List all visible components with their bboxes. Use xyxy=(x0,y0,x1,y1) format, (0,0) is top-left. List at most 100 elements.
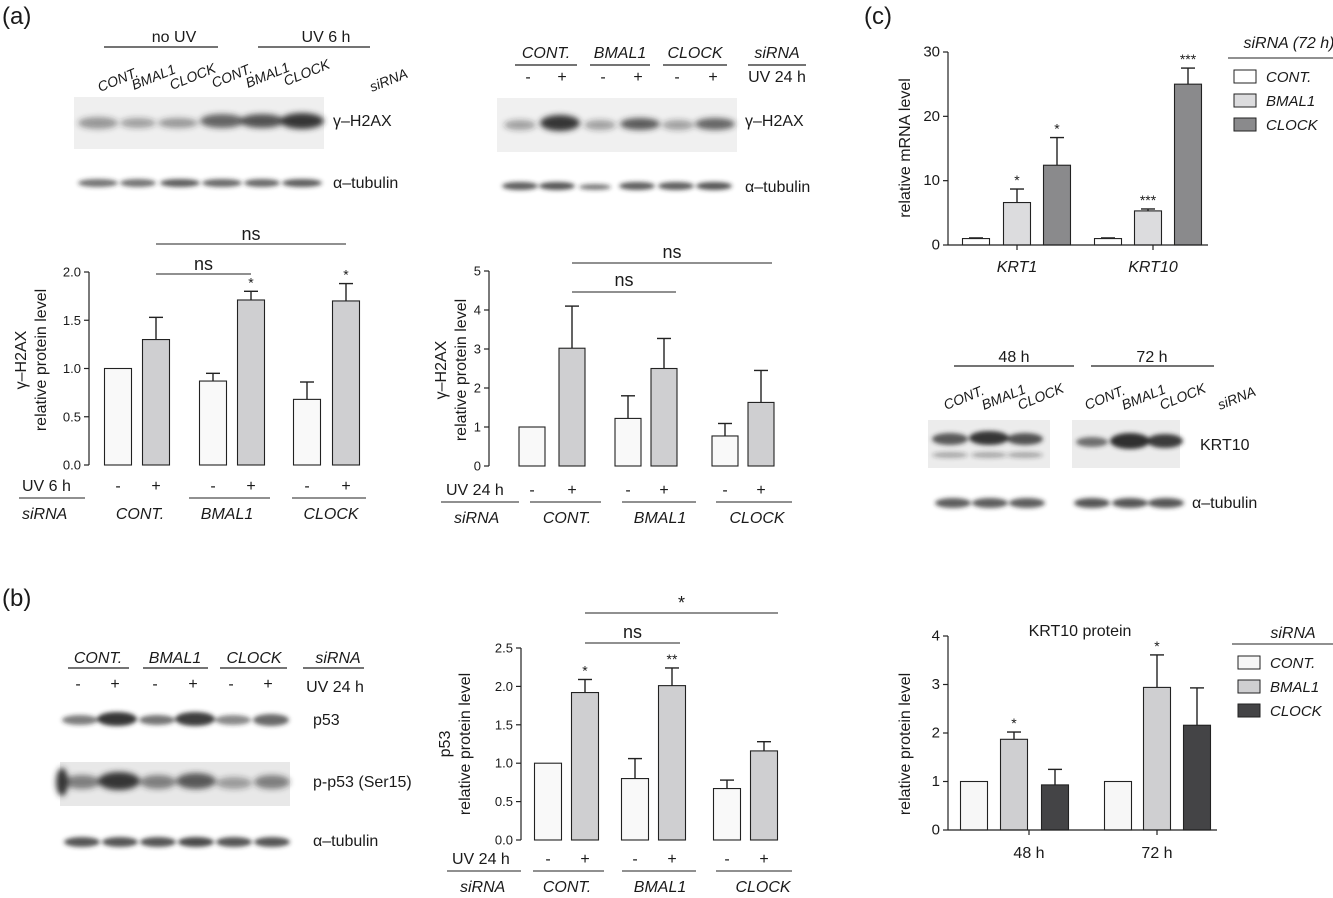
y-tick-label: 1.5 xyxy=(495,717,513,732)
comparison-label: ns xyxy=(662,242,681,262)
significance-mark: * xyxy=(343,267,349,283)
blot-a-left-band-label: γ–H2AX xyxy=(333,113,392,130)
blot-b-group-label: BMAL1 xyxy=(149,650,201,667)
legend-entry: CONT. xyxy=(1266,69,1311,86)
blot-b-band-label: p-p53 (Ser15) xyxy=(313,774,412,791)
bar xyxy=(620,778,650,841)
panel-letter-a: (a) xyxy=(2,3,31,30)
legend-swatch xyxy=(1237,679,1261,694)
legend-swatch xyxy=(1233,93,1257,108)
panel-letter-c: (c) xyxy=(864,3,892,30)
bar xyxy=(292,398,322,466)
bar xyxy=(518,426,546,467)
blot-b-group-label: CLOCK xyxy=(226,650,282,667)
blot-b-uv-sign: - xyxy=(152,676,157,693)
blot-a-right-band-label: γ–H2AX xyxy=(745,113,804,130)
legend-entry: CONT. xyxy=(1270,655,1315,672)
bar xyxy=(747,401,775,467)
blot-a-right-group-label: CLOCK xyxy=(667,45,723,62)
bar xyxy=(1182,724,1212,831)
y-tick-label: 0 xyxy=(932,822,940,839)
blot-a-right: CONT. BMAL1 CLOCK siRNA - + - + - + UV 2… xyxy=(497,45,810,196)
y-axis-label-line: relative protein level xyxy=(33,289,50,431)
y-tick-label: 0.0 xyxy=(63,458,81,473)
y-tick-label: 0.5 xyxy=(63,409,81,424)
legend: siRNA CONT. BMAL1 CLOCK xyxy=(1232,625,1333,720)
blot-c-group-label: 72 h xyxy=(1136,349,1167,366)
uv-row-label: UV 24 h xyxy=(446,482,504,499)
significance-mark: *** xyxy=(1140,192,1157,208)
bar xyxy=(959,780,989,831)
y-tick-label: 2 xyxy=(474,381,481,396)
legend-title: siRNA (72 h) xyxy=(1244,35,1333,52)
blot-a-right-group-label: CONT. xyxy=(522,45,570,62)
y-axis-label: γ–H2AX relative protein level xyxy=(13,289,50,431)
legend-swatch xyxy=(1237,703,1261,718)
x-tick-label: 72 h xyxy=(1141,845,1172,862)
y-tick-label: 0.0 xyxy=(495,833,513,848)
uv-sign: + xyxy=(246,478,255,495)
sirna-group-label: CLOCK xyxy=(303,506,359,523)
significance-mark: * xyxy=(1014,172,1020,188)
uv-sign: + xyxy=(580,851,589,868)
bar xyxy=(533,762,563,841)
bar xyxy=(1142,686,1172,831)
y-tick-label: 2 xyxy=(932,725,940,742)
uv-sign: + xyxy=(341,478,350,495)
chart-0: 0.0 0.5 1.0 1.5 2.0 γ–H2AX relative protein le… xyxy=(13,224,366,523)
legend-swatch xyxy=(1233,69,1257,84)
bar xyxy=(657,685,687,841)
bar xyxy=(558,347,586,467)
uv-sign: - xyxy=(304,478,309,495)
y-axis-label-line: relative mRNA level xyxy=(897,78,914,218)
blot-a-left-band-label: α–tubulin xyxy=(333,175,398,192)
uv-sign: + xyxy=(567,482,576,499)
bar xyxy=(650,367,678,467)
y-axis-label: relative protein level xyxy=(897,673,914,815)
blot-b-uv-sign: - xyxy=(228,676,233,693)
y-axis-label-line: γ–H2AX xyxy=(433,340,450,399)
bar xyxy=(961,238,991,246)
blot-b-band-label: p53 xyxy=(313,712,340,729)
y-tick-label: 10 xyxy=(923,172,940,189)
blot-b-uv-sign: + xyxy=(110,676,119,693)
comparison-label: * xyxy=(678,593,685,613)
blot-a-left-group-label: no UV xyxy=(152,29,197,46)
blot-b-group-label: CONT. xyxy=(74,650,122,667)
y-tick-label: 2.0 xyxy=(63,265,81,280)
significance-mark: *** xyxy=(1180,51,1197,67)
sirna-row-label: siRNA xyxy=(22,506,67,523)
y-tick-label: 4 xyxy=(474,303,481,318)
y-axis-label: p53 relative protein level xyxy=(437,673,474,815)
comparison-label: ns xyxy=(241,224,260,244)
blot-a-right-sirna-label: siRNA xyxy=(754,45,799,62)
comparison-label: ns xyxy=(623,622,642,642)
uv-row-label: UV 24 h xyxy=(452,851,510,868)
y-axis-label-line: relative protein level xyxy=(453,299,470,441)
y-tick-label: 3 xyxy=(474,342,481,357)
uv-row-label: UV 6 h xyxy=(22,478,71,495)
y-tick-label: 5 xyxy=(474,264,481,279)
blot-a-right-uv-label: UV 24 h xyxy=(748,69,806,86)
blot-a-left-group-label: UV 6 h xyxy=(302,29,351,46)
uv-sign: - xyxy=(632,851,637,868)
blot-b-uv-sign: + xyxy=(263,676,272,693)
x-tick-label: KRT10 xyxy=(1128,259,1178,276)
y-tick-label: 2.5 xyxy=(495,641,513,656)
significance-mark: * xyxy=(1054,121,1060,137)
charts-layer: 0.00.51.01.52.0γ–H2AX relative protein le… xyxy=(13,35,1333,896)
blot-b-band-label: α–tubulin xyxy=(313,833,378,850)
sirna-group-label: CONT. xyxy=(543,879,591,896)
x-tick-label: 48 h xyxy=(1013,845,1044,862)
bar xyxy=(198,380,228,466)
y-tick-label: 2.0 xyxy=(495,679,513,694)
bar xyxy=(1173,83,1203,246)
legend-entry: CLOCK xyxy=(1270,703,1323,720)
legend-swatch xyxy=(1233,117,1257,132)
blot-c-group-label: 48 h xyxy=(998,349,1029,366)
blot-c-band-label: α–tubulin xyxy=(1192,495,1257,512)
panel-letter-b: (b) xyxy=(2,585,31,612)
bar xyxy=(614,417,642,467)
